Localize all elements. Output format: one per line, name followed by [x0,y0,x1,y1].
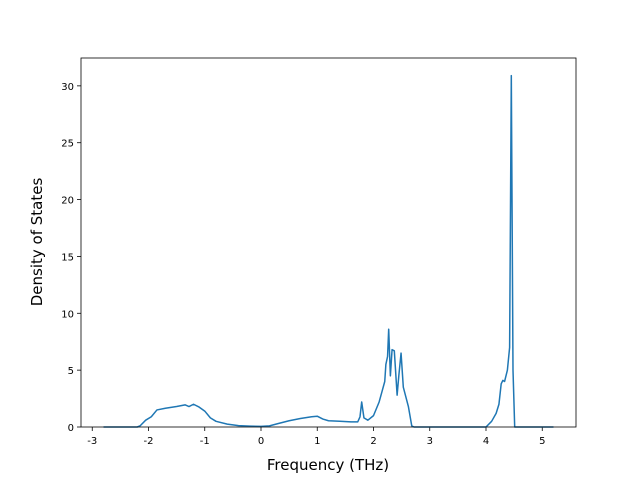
x-tick-label: -1 [200,436,210,447]
y-tick-label: 30 [61,82,74,93]
y-tick-label: 20 [61,196,74,207]
y-axis-label: Density of States [28,178,46,307]
x-tick-label: 3 [427,436,433,447]
x-tick-label: 2 [370,436,376,447]
line-series [103,74,554,428]
plot-frame [80,57,577,428]
y-tick-label: 10 [61,309,74,320]
x-tick-label: -2 [144,436,154,447]
x-tick-label: 5 [539,436,545,447]
y-tick-label: 25 [61,139,74,150]
y-tick-label: 5 [68,366,74,377]
x-tick-label: 4 [483,436,489,447]
x-axis-label: Frequency (THz) [267,456,389,474]
y-tick-label: 15 [61,252,74,263]
x-tick-label: 1 [314,436,320,447]
y-tick-label: 0 [68,423,74,434]
x-tick-label: -3 [87,436,97,447]
x-tick-label: 0 [258,436,264,447]
